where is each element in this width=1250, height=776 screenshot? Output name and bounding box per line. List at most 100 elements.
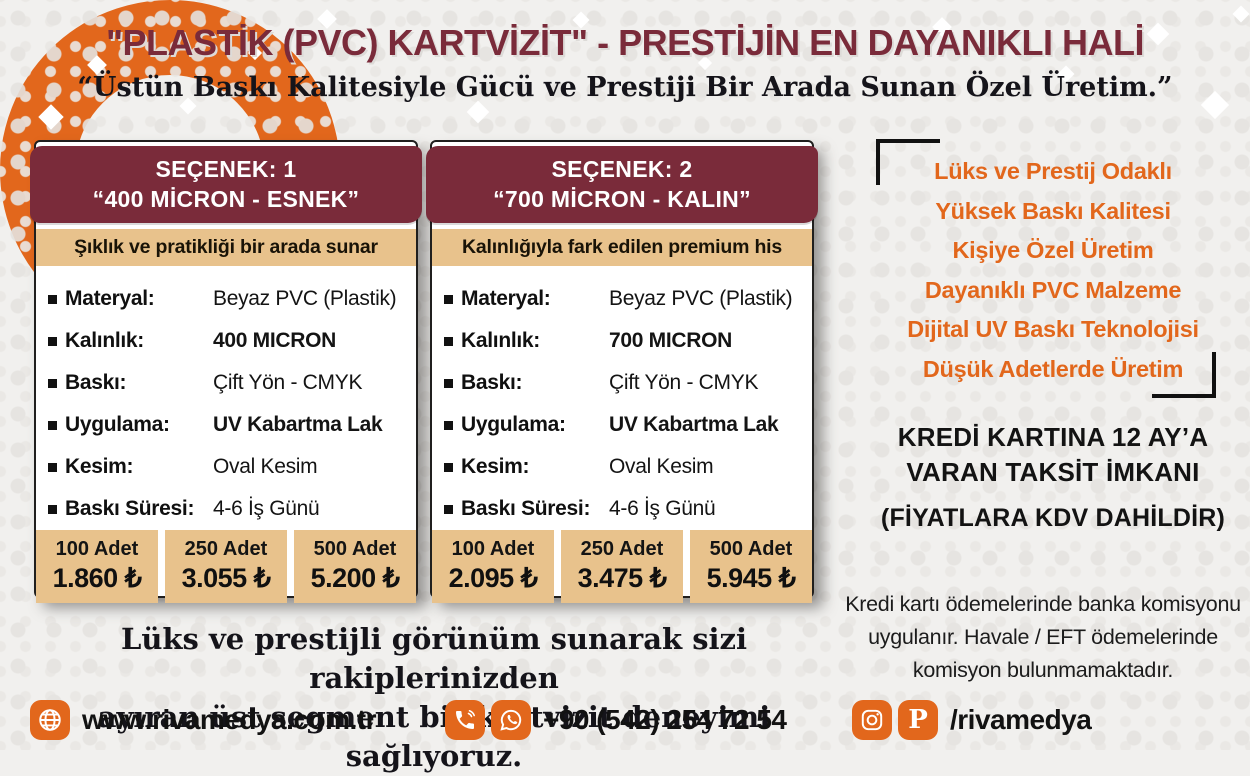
phone-call-icon — [445, 700, 485, 740]
spec-row: Baskı Süresi: 4-6 İş Günü — [48, 488, 404, 530]
price-cell: 100 Adet 1.860 ₺ — [36, 530, 158, 603]
social-group: P /rivamedya — [852, 698, 1092, 742]
feature-item: Düşük Adetlerde Üretim — [922, 355, 1184, 382]
phone-group: +90 (542) 254 72 54 — [445, 698, 787, 742]
installment-note: KREDİ KARTINA 12 AY’A VARAN TAKSİT İMKAN… — [862, 420, 1244, 490]
bullet-square-icon — [48, 462, 57, 472]
spec-row: Uygulama: UV Kabartma Lak — [444, 404, 800, 446]
pinterest-icon: P — [898, 700, 938, 740]
price-cell: 250 Adet 3.055 ₺ — [165, 530, 287, 603]
feature-item: Lüks ve Prestij Odaklı — [934, 158, 1172, 184]
spec-value: Oval Kesim — [213, 455, 318, 478]
option1-price-row: 100 Adet 1.860 ₺ 250 Adet 3.055 ₺ 500 Ad… — [36, 530, 416, 603]
diamond-decoration — [1232, 5, 1250, 23]
installment-line1: KREDİ KARTINA 12 AY’A — [897, 422, 1209, 452]
option1-subtitle: “400 MİCRON - ESNEK” — [92, 186, 360, 212]
commission-note: Kredi kartı ödemelerinde banka komisyonu… — [845, 592, 1241, 682]
pinterest-letter: P — [908, 705, 928, 735]
spec-label: Kesim: — [65, 455, 134, 478]
spec-row: Baskı: Çift Yön - CMYK — [48, 362, 404, 404]
option2-title: SEÇENEK: 2 — [551, 156, 693, 182]
spec-label: Baskı Süresi: — [65, 497, 195, 520]
price-amount: 2.095 ₺ — [448, 563, 538, 593]
option1-spec-list: Materyal: Beyaz PVC (Plastik) Kalınlık: … — [46, 266, 406, 530]
spec-value: UV Kabartma Lak — [609, 413, 779, 436]
spec-label: Baskı Süresi: — [461, 497, 591, 520]
phone-number: +90 (542) 254 72 54 — [543, 704, 787, 735]
spec-row: Kesim: Oval Kesim — [48, 446, 404, 488]
feature-item: Dijital UV Baskı Teknolojisi — [907, 316, 1199, 342]
spec-label: Baskı: — [65, 371, 127, 394]
spec-value: 4-6 İş Günü — [609, 497, 716, 520]
bullet-square-icon — [48, 420, 57, 430]
price-quantity: 250 Adet — [184, 538, 268, 560]
globe-icon — [30, 700, 70, 740]
bullet-square-icon — [444, 420, 453, 430]
spec-value: Beyaz PVC (Plastik) — [213, 287, 397, 310]
option2-spec-list: Materyal: Beyaz PVC (Plastik) Kalınlık: … — [442, 266, 802, 530]
bullet-square-icon — [444, 336, 453, 346]
option1-title: SEÇENEK: 1 — [155, 156, 297, 182]
spec-value: UV Kabartma Lak — [213, 413, 383, 436]
spec-label: Kesim: — [461, 455, 530, 478]
price-quantity: 500 Adet — [709, 538, 793, 560]
spec-value: Çift Yön - CMYK — [609, 371, 759, 394]
option2-subtitle: “700 MİCRON - KALIN” — [493, 186, 751, 212]
option2-header: SEÇENEK: 2 “700 MİCRON - KALIN” — [426, 146, 818, 223]
spec-row: Kesim: Oval Kesim — [444, 446, 800, 488]
option2-tagline: Kalınlığıyla fark edilen premium his — [432, 229, 812, 266]
bullet-square-icon — [444, 504, 453, 514]
spec-value: Oval Kesim — [609, 455, 714, 478]
closing-line1: Lüks ve prestijli görünüm sunarak sizi r… — [120, 622, 748, 695]
price-amount: 3.475 ₺ — [577, 563, 667, 593]
spec-label: Uygulama: — [461, 413, 566, 436]
website-url: www.rivamedya.com.tr — [82, 704, 376, 735]
spec-row: Kalınlık: 400 MICRON — [48, 320, 404, 362]
feature-list: Lüks ve Prestij Odaklı Yüksek Baskı Kali… — [862, 152, 1244, 389]
price-quantity: 100 Adet — [451, 538, 535, 560]
price-quantity: 500 Adet — [313, 538, 397, 560]
vat-note: (FİYATLARA KDV DAHİLDİR) — [880, 504, 1226, 532]
website-group: www.rivamedya.com.tr — [30, 698, 376, 742]
price-cell: 500 Adet 5.945 ₺ — [690, 530, 812, 603]
option1-tagline: Şıklık ve pratikliği bir arada sunar — [36, 229, 416, 266]
bullet-square-icon — [444, 462, 453, 472]
spec-value: Beyaz PVC (Plastik) — [609, 287, 793, 310]
option1-header: SEÇENEK: 1 “400 MİCRON - ESNEK” — [30, 146, 422, 223]
bullet-square-icon — [48, 294, 57, 304]
price-quantity: 100 Adet — [55, 538, 139, 560]
price-amount: 1.860 ₺ — [52, 563, 142, 593]
spec-value: Çift Yön - CMYK — [213, 371, 363, 394]
bullet-square-icon — [48, 504, 57, 514]
spec-label: Kalınlık: — [461, 329, 540, 352]
feature-item: Yüksek Baskı Kalitesi — [935, 197, 1171, 224]
price-quantity: 250 Adet — [580, 538, 664, 560]
feature-item: Dayanıklı PVC Malzeme — [924, 276, 1182, 303]
bullet-square-icon — [444, 378, 453, 388]
instagram-icon — [852, 700, 892, 740]
bullet-square-icon — [444, 294, 453, 304]
social-handle: /rivamedya — [950, 704, 1092, 735]
bullet-square-icon — [48, 378, 57, 388]
spec-row: Baskı: Çift Yön - CMYK — [444, 362, 800, 404]
spec-row: Kalınlık: 700 MICRON — [444, 320, 800, 362]
option-card-1: SEÇENEK: 1 “400 MİCRON - ESNEK” Şıklık v… — [30, 140, 422, 603]
spec-label: Uygulama: — [65, 413, 170, 436]
spec-value: 400 MICRON — [213, 329, 337, 352]
installment-line2: VARAN TAKSİT İMKANI — [906, 457, 1200, 487]
bullet-square-icon — [48, 336, 57, 346]
spec-label: Materyal: — [65, 287, 155, 310]
price-amount: 5.945 ₺ — [706, 563, 796, 593]
spec-row: Materyal: Beyaz PVC (Plastik) — [48, 278, 404, 320]
option2-price-row: 100 Adet 2.095 ₺ 250 Adet 3.475 ₺ 500 Ad… — [432, 530, 812, 603]
price-cell: 500 Adet 5.200 ₺ — [294, 530, 416, 603]
option-card-2: SEÇENEK: 2 “700 MİCRON - KALIN” Kalınlığ… — [426, 140, 818, 603]
price-cell: 100 Adet 2.095 ₺ — [432, 530, 554, 603]
spec-label: Baskı: — [461, 371, 523, 394]
page-title: "PLASTİK (PVC) KARTVİZİT" - PRESTİJİN EN… — [105, 22, 1145, 63]
price-amount: 5.200 ₺ — [310, 563, 400, 593]
spec-row: Materyal: Beyaz PVC (Plastik) — [444, 278, 800, 320]
page-subtitle: “Üstün Baskı Kalitesiyle Gücü ve Prestij… — [77, 72, 1173, 103]
spec-label: Materyal: — [461, 287, 551, 310]
price-amount: 3.055 ₺ — [181, 563, 271, 593]
